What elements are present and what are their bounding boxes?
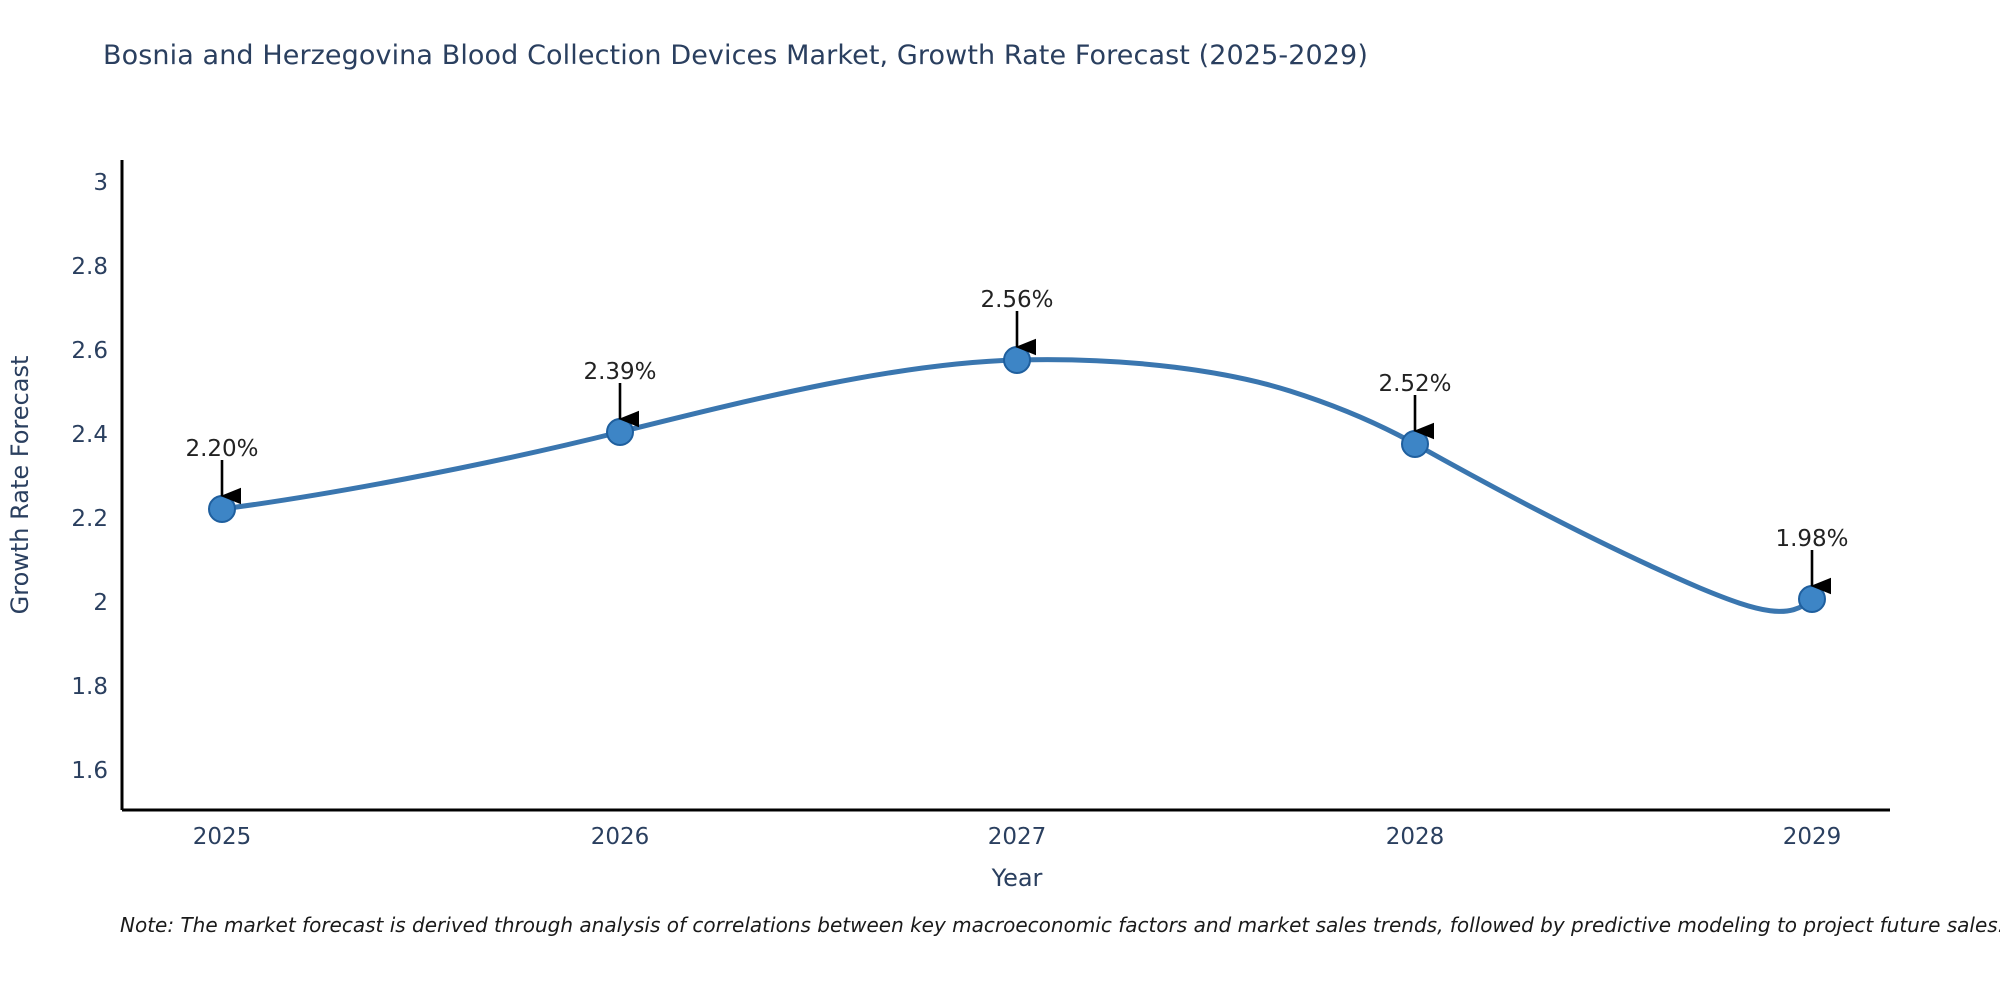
x-tick-label: 2025 xyxy=(193,824,252,850)
data-point-marker[interactable] xyxy=(1003,346,1031,374)
data-point-label: 2.52% xyxy=(1378,371,1451,397)
x-tick-label: 2029 xyxy=(1783,824,1842,850)
annotation-labels: 2.20% 2.39% 2.56% 2.52% 1.98% xyxy=(185,287,1848,552)
y-tick-label: 1.8 xyxy=(71,674,108,700)
data-point-label: 2.39% xyxy=(583,359,656,385)
x-tick-label: 2027 xyxy=(988,824,1047,850)
x-axis-title: Year xyxy=(991,864,1043,892)
data-point-label: 2.56% xyxy=(980,287,1053,313)
y-tick-label: 2.2 xyxy=(71,506,108,532)
data-point-marker[interactable] xyxy=(208,495,236,523)
y-tick-label: 2 xyxy=(93,590,108,616)
y-tick-label: 1.6 xyxy=(71,758,108,784)
data-point-marker[interactable] xyxy=(1401,430,1429,458)
chart-title: Bosnia and Herzegovina Blood Collection … xyxy=(103,40,1368,71)
data-point-marker[interactable] xyxy=(1798,585,1826,613)
y-tick-label: 3 xyxy=(93,170,108,196)
y-axis-title: Growth Rate Forecast xyxy=(6,356,34,615)
y-axis-tick-labels: 3 2.8 2.6 2.4 2.2 2 1.8 1.6 xyxy=(71,170,108,784)
y-tick-label: 2.6 xyxy=(71,338,108,364)
x-axis-tick-labels: 2025 2026 2027 2028 2029 xyxy=(193,824,1842,850)
x-tick-label: 2026 xyxy=(591,824,650,850)
data-point-marker[interactable] xyxy=(606,418,634,446)
x-tick-label: 2028 xyxy=(1386,824,1445,850)
annotation-arrows xyxy=(220,311,1832,595)
y-tick-label: 2.4 xyxy=(71,422,108,448)
data-markers xyxy=(208,346,1826,613)
data-point-label: 1.98% xyxy=(1775,526,1848,552)
data-point-label: 2.20% xyxy=(185,436,258,462)
chart-footnote: Note: The market forecast is derived thr… xyxy=(120,913,2000,937)
y-tick-label: 2.8 xyxy=(71,254,108,280)
data-line xyxy=(219,357,1815,614)
